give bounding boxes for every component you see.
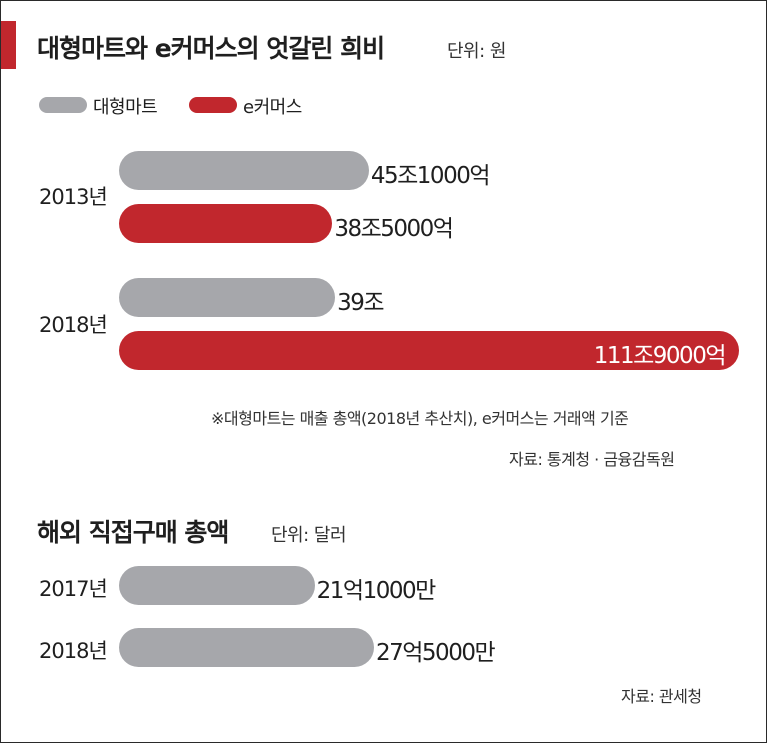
footnote: ※대형마트는 매출 총액(2018년 추산치), e커머스는 거래액 기준 [211,409,629,428]
category-label: 2013년 [39,185,108,209]
bar-value-label: 45조1000억 [370,163,491,189]
bar-value-label: 111조9000억 [593,343,727,369]
bar-ecommerce [119,331,739,370]
bar-mart [119,278,336,317]
legend-label-ecommerce: e커머스 [243,97,302,118]
legend: 대형마트 e커머스 [39,93,339,118]
legend-label-mart: 대형마트 [93,97,158,118]
chart-unit: 단위: 원 [447,41,506,62]
source-note-1: 자료: 통계청 · 금융감독원 [509,450,675,469]
section2-unit: 단위: 달러 [271,525,347,546]
category-label: 2017년 [39,577,108,601]
category-label: 2018년 [39,313,108,337]
chart-title: 대형마트와 e커머스의 엇갈린 희비 [37,34,385,63]
title-accent-bar [1,21,16,69]
section2-title: 해외 직접구매 총액 [37,518,229,547]
bar-ecommerce [119,204,333,243]
bar-value-label: 39조 [337,290,384,316]
bar-value-label: 38조5000억 [334,216,454,242]
legend-swatch-ecommerce [189,97,237,113]
bar-value-label: 27억5000만 [376,640,496,666]
bar-mart [119,151,369,190]
legend-swatch-mart [39,97,87,113]
bar-direct-purchase [119,628,374,667]
category-label: 2018년 [39,639,108,663]
bar-value-label: 21억1000만 [316,578,437,604]
source-note-2: 자료: 관세청 [621,687,702,706]
bar-direct-purchase [119,566,315,605]
